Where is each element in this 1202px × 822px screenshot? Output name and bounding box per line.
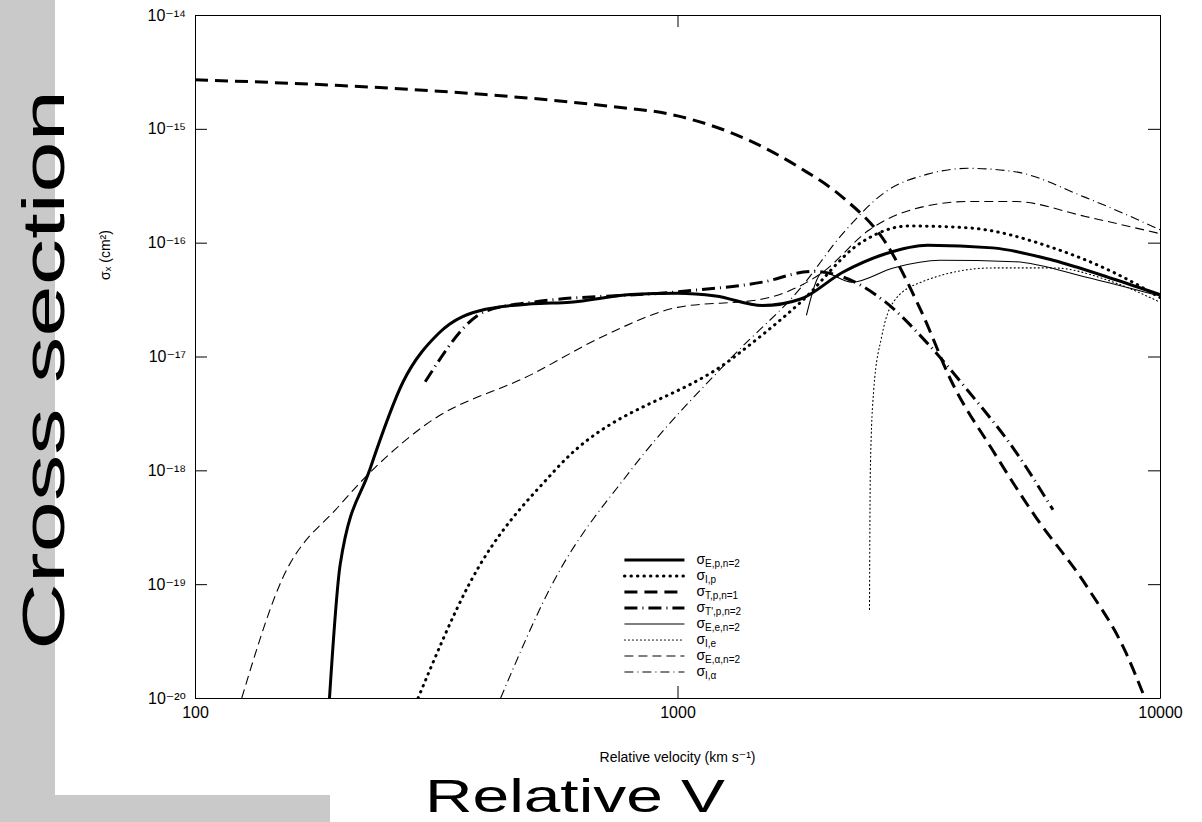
- tick-mark: [1148, 698, 1160, 699]
- tick: [1148, 243, 1160, 244]
- chart-panel: [55, 0, 1202, 795]
- tick-mark: [1148, 129, 1160, 130]
- tick-label: 100: [182, 704, 209, 721]
- tick-mark: [195, 470, 207, 471]
- y-axis-right: [1148, 16, 1161, 699]
- tick-label: 10⁻¹⁵: [148, 120, 186, 137]
- legend-swatch: [624, 655, 684, 656]
- tick: [1148, 470, 1160, 471]
- tick-label: 10⁻¹⁸: [148, 462, 186, 479]
- y-axis-title: σₓ (cm²): [97, 230, 113, 280]
- axis-line: [196, 698, 1161, 699]
- tick: [678, 15, 679, 27]
- series-line: [501, 168, 1160, 698]
- tick-mark: [1148, 470, 1160, 471]
- tick: [1148, 15, 1160, 16]
- tick-mark: [195, 698, 207, 699]
- legend: σE,p,n=2σI,pσT,p,n=1σT',p,n=2σE,e,n=2σI,…: [624, 551, 741, 681]
- legend-swatch: [624, 575, 684, 578]
- background-strip: [0, 795, 330, 822]
- tick-mark: [1148, 15, 1160, 16]
- series-line: [195, 80, 1145, 698]
- tick-mark: [1148, 357, 1160, 358]
- series-line: [870, 268, 1160, 609]
- x-axis: 100 1000 10000: [182, 686, 1183, 721]
- tick: [1148, 698, 1160, 699]
- legend-swatch: [624, 559, 684, 562]
- x-axis-title: Relative velocity (km s⁻¹): [600, 749, 756, 765]
- tick-label: 10⁻¹⁹: [148, 576, 186, 593]
- chart-svg: 10010001000010⁻²⁰10⁻¹⁹10⁻¹⁸10⁻¹⁷10⁻¹⁶10⁻…: [0, 0, 1202, 822]
- tick: [1148, 129, 1160, 130]
- plot-area: [195, 80, 1160, 698]
- tick-mark: [678, 686, 679, 698]
- tick: 10⁻¹⁵: [148, 120, 207, 137]
- tick: 1000: [660, 686, 696, 721]
- tick: 10⁻¹⁹: [148, 576, 207, 593]
- tick-mark: [195, 357, 207, 358]
- tick: 10⁻¹⁷: [149, 348, 207, 365]
- tick-mark: [195, 243, 207, 244]
- annotation: Relative V: [425, 770, 725, 822]
- tick-mark: [195, 584, 207, 585]
- annotation: Cross section: [10, 90, 77, 650]
- series-line: [418, 226, 1160, 698]
- tick-mark: [195, 15, 207, 16]
- tick-label: 10⁻¹⁶: [148, 234, 186, 251]
- tick: 10⁻¹⁸: [148, 462, 207, 479]
- tick: 10⁻¹⁶: [148, 234, 207, 251]
- tick: 10⁻²⁰: [148, 690, 207, 707]
- tick-label: 10⁻¹⁴: [148, 7, 187, 24]
- series-line: [242, 201, 1160, 698]
- axis-line: [1160, 16, 1161, 699]
- legend-swatch: [624, 639, 684, 640]
- x-axis-top: [196, 15, 1161, 27]
- legend-swatch: [624, 607, 684, 610]
- series-line: [425, 271, 1053, 509]
- legend-swatch: [624, 591, 684, 594]
- tick-mark: [678, 15, 679, 27]
- y-axis: 10⁻²⁰ 10⁻¹⁹ 10⁻¹⁸ 10⁻¹⁷ 10⁻¹⁶ 10⁻¹⁵ 10⁻¹⁴: [148, 7, 207, 707]
- tick: [1148, 357, 1160, 358]
- legend-label: σI,α: [696, 663, 716, 681]
- tick-label: 1000: [660, 704, 696, 721]
- tick-label: 10⁻²⁰: [148, 690, 186, 707]
- tick: 10⁻¹⁴: [148, 7, 207, 24]
- legend-swatch: [624, 671, 684, 672]
- chart-root: 10010001000010⁻²⁰10⁻¹⁹10⁻¹⁸10⁻¹⁷10⁻¹⁶10⁻…: [0, 0, 1202, 822]
- series-line: [329, 245, 1160, 698]
- tick-mark: [1148, 243, 1160, 244]
- tick: [1148, 584, 1160, 585]
- legend-swatch: [624, 623, 684, 624]
- tick-mark: [1148, 584, 1160, 585]
- tick-label: 10000: [1138, 704, 1183, 721]
- tick-mark: [195, 129, 207, 130]
- tick-label: 10⁻¹⁷: [149, 348, 187, 365]
